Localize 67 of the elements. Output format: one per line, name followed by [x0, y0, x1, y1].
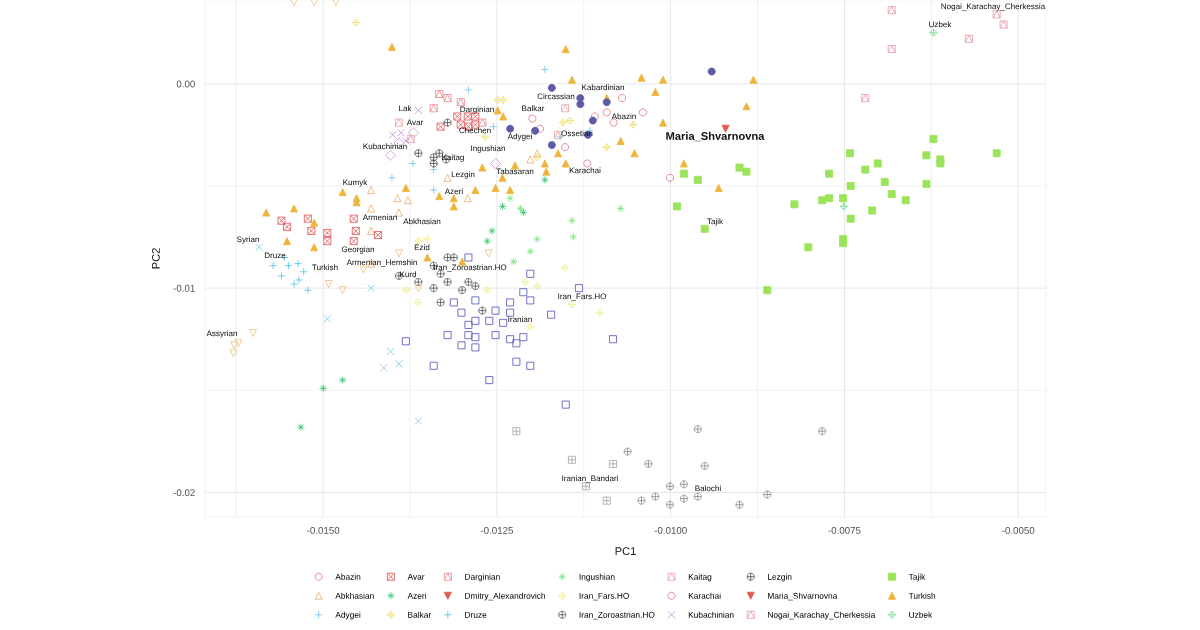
annotation: Abazin	[611, 113, 636, 120]
annotation: Tajik	[707, 218, 724, 226]
x-tick-label: -0.0100	[654, 526, 687, 534]
legend-label: Avar	[407, 573, 425, 580]
legend-label: Kubachinian	[688, 611, 734, 618]
legend-label: Abkhasian	[335, 592, 374, 599]
annotation: Lak	[399, 105, 412, 112]
annotation: Armenian	[362, 214, 397, 221]
annotation: Assyrian	[206, 330, 237, 338]
annotation: Iranian_Bandari	[562, 475, 618, 483]
annotation: Ingushian	[471, 145, 505, 153]
legend-label: Uzbek	[909, 611, 933, 618]
annotation: Maria_Shvarnovna	[666, 131, 765, 142]
x-tick-label: -0.0050	[1002, 526, 1035, 534]
annotation: Kabardinian	[582, 84, 624, 91]
annotation: Nogai_Karachay_Cherkessia	[941, 3, 1046, 11]
legend-label: Lezgin	[768, 573, 792, 582]
legend-label: Azeri	[407, 592, 426, 599]
annotation: Uzbek	[929, 21, 952, 28]
annotation: Adygei	[507, 133, 532, 141]
legend-label: Nogai_Karachay_Cherkessia	[768, 611, 876, 620]
annotation: Balkar	[522, 105, 545, 112]
annotation: Kaitag	[442, 154, 464, 162]
annotation: Iran_Zoroastrian.HO	[434, 264, 507, 272]
legend-label: Iran_Zoroastrian.HO	[579, 611, 655, 620]
y-tick-label: -0.02	[173, 489, 195, 497]
legend-label: Tajik	[908, 573, 926, 582]
legend-label: Ingushian	[579, 573, 615, 582]
annotation: Tabasaran	[496, 168, 534, 175]
legend-label: Darginian	[465, 573, 500, 582]
annotation: Abkhasian	[403, 218, 441, 225]
legend-label: Druze	[465, 611, 487, 618]
annotation: Karachai	[569, 167, 601, 174]
annotation: Avar	[406, 119, 424, 126]
annotation: Iranian	[508, 316, 532, 323]
annotation: Kubachinian	[363, 143, 407, 150]
annotation: Ezid	[414, 244, 430, 251]
legend-label: Kaitag	[688, 573, 712, 582]
x-tick-label: -0.0150	[307, 526, 340, 534]
annotation: Druze	[264, 252, 286, 259]
annotation: Iran_Fars.HO	[558, 293, 607, 301]
legend-label: Dmitry_Alexandrovich	[465, 592, 546, 601]
annotation: Lezgin	[451, 171, 475, 179]
x-tick-label: -0.0125	[480, 526, 513, 534]
annotation: Azeri	[444, 188, 463, 195]
y-tick-label: 0.00	[176, 80, 195, 88]
annotation: Syrian	[236, 236, 259, 244]
legend-label: Maria_Shvarnovna	[768, 592, 838, 601]
annotation: Kurd	[400, 271, 416, 278]
y-tick-label: -0.01	[173, 284, 195, 292]
annotation: Circassian	[537, 93, 575, 100]
legend-label: Turkish	[908, 592, 936, 599]
x-axis-title: PC1	[615, 547, 636, 556]
legend-label: Abazin	[335, 573, 361, 580]
annotation: Darginian	[460, 106, 494, 114]
annotation: Balochi	[695, 485, 721, 492]
annotation: Turkish	[312, 264, 338, 271]
legend-label: Iran_Fars.HO	[579, 592, 629, 601]
annotation: Kumyk	[343, 179, 368, 187]
legend-label: Balkar	[408, 611, 432, 618]
y-axis-title: PC2	[151, 248, 160, 269]
legend-label: Karachai	[688, 592, 721, 599]
legend-label: Adygei	[335, 611, 361, 620]
annotation: Armenian_Hemshin	[346, 259, 417, 267]
annotation: Chechen	[459, 127, 491, 134]
annotation: Georgian	[341, 246, 375, 254]
x-tick-label: -0.0075	[828, 526, 861, 534]
